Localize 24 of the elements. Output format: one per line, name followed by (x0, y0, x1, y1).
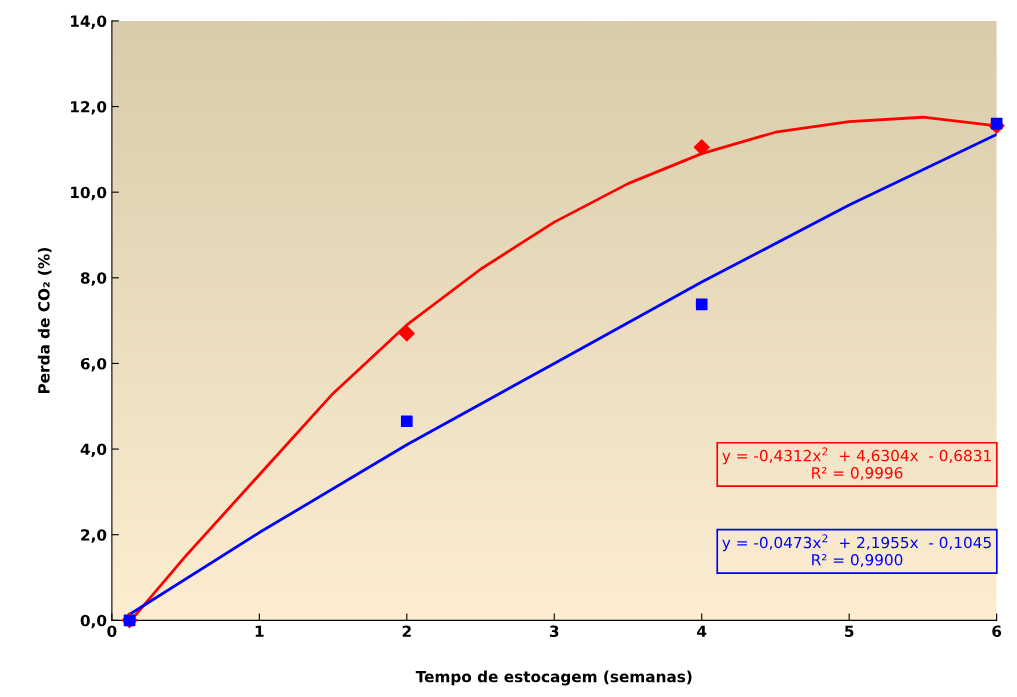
y-tick-label: 10,0 (71, 186, 107, 201)
point (695, 298, 708, 311)
x-tick-label: 6 (992, 625, 1002, 638)
y-tick-label: 2,0 (81, 529, 107, 543)
x-tick-label: 4 (697, 625, 707, 637)
point (693, 139, 710, 156)
y-tick-label: 0,0 (80, 614, 107, 629)
y-tick-label: 14,0 (71, 15, 107, 29)
y-tick-label: 8,0 (80, 272, 107, 286)
x-tick-label: 2 (402, 625, 411, 637)
point (990, 117, 1003, 130)
y-tick-label: 6,0 (80, 357, 107, 372)
x-tick-label: 1 (255, 625, 264, 637)
annotation: y = -0,0473x$^{2}$ + 2,1955x - 0,1045 R² = 0,9900 (722, 534, 991, 568)
x-tick-label: 5 (845, 625, 854, 638)
point (398, 325, 415, 342)
x-tick-label: 0 (107, 625, 117, 638)
y-axis-title: Perda de CO₂ (%) (37, 248, 52, 394)
point (400, 415, 413, 428)
x-tick-label: 3 (549, 625, 559, 638)
annotation: y = -0,4312x$^{2}$ + 4,6304x - 0,6831 R² = 0,9996 (722, 447, 991, 481)
y-tick-label: 12,0 (71, 101, 107, 115)
x-axis-title: Tempo de estocagem (semanas) (415, 670, 692, 686)
y-tick-label: 4,0 (80, 443, 107, 458)
